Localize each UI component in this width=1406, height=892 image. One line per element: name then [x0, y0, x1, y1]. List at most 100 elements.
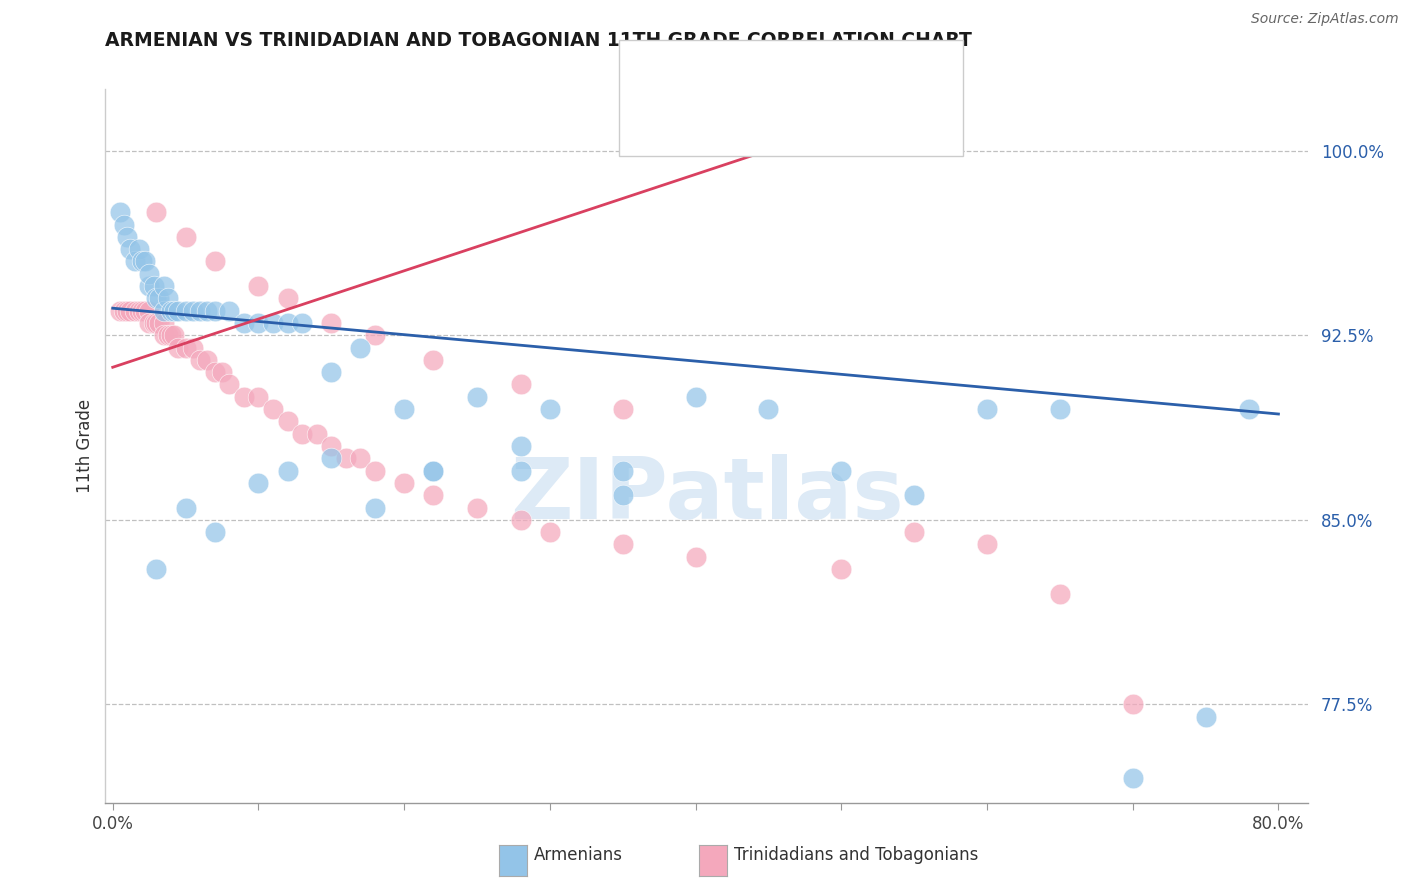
Point	[422, 464, 444, 478]
Point	[422, 464, 444, 478]
Point	[112, 218, 135, 232]
Point	[1049, 587, 1071, 601]
Point	[157, 328, 180, 343]
Text: 0.282: 0.282	[748, 115, 811, 133]
Text: N =: N =	[834, 64, 868, 82]
Text: ARMENIAN VS TRINIDADIAN AND TOBAGONIAN 11TH GRADE CORRELATION CHART: ARMENIAN VS TRINIDADIAN AND TOBAGONIAN 1…	[105, 31, 973, 50]
Point	[364, 328, 387, 343]
Point	[422, 352, 444, 367]
Point	[830, 562, 852, 576]
Point	[509, 439, 531, 453]
Point	[465, 500, 488, 515]
Point	[112, 303, 135, 318]
Point	[612, 488, 634, 502]
Point	[903, 525, 925, 540]
Point	[232, 390, 254, 404]
Text: Source: ZipAtlas.com: Source: ZipAtlas.com	[1251, 12, 1399, 26]
Point	[108, 205, 131, 219]
Point	[364, 464, 387, 478]
Point	[1122, 771, 1144, 785]
Point	[1049, 402, 1071, 417]
Point	[204, 303, 226, 318]
Point	[174, 230, 197, 244]
Point	[321, 439, 343, 453]
Point	[160, 328, 183, 343]
Y-axis label: 11th Grade: 11th Grade	[76, 399, 94, 493]
Point	[758, 402, 780, 417]
Point	[174, 341, 197, 355]
Point	[152, 279, 174, 293]
Point	[465, 390, 488, 404]
Text: ZIPatlas: ZIPatlas	[509, 454, 904, 538]
Point	[1239, 402, 1261, 417]
Point	[188, 352, 211, 367]
Point	[903, 488, 925, 502]
Point	[612, 464, 634, 478]
Point	[181, 341, 204, 355]
Point	[262, 402, 284, 417]
Text: R =: R =	[683, 115, 716, 133]
Point	[349, 341, 371, 355]
Point	[685, 390, 707, 404]
Point	[277, 291, 299, 305]
Text: N =: N =	[834, 115, 868, 133]
Point	[204, 525, 226, 540]
Point	[218, 377, 240, 392]
Point	[976, 537, 998, 551]
Point	[321, 365, 343, 379]
Text: -0.081: -0.081	[748, 64, 813, 82]
Point	[247, 390, 270, 404]
Bar	[634, 54, 666, 93]
Point	[247, 279, 270, 293]
Text: Armenians: Armenians	[534, 846, 623, 863]
Point	[509, 377, 531, 392]
Point	[128, 303, 150, 318]
Point	[117, 303, 139, 318]
Point	[305, 426, 328, 441]
Point	[134, 303, 156, 318]
Point	[364, 500, 387, 515]
Point	[142, 316, 165, 330]
Point	[167, 303, 190, 318]
Point	[138, 303, 160, 318]
Text: R =: R =	[683, 64, 716, 82]
Point	[160, 303, 183, 318]
Point	[509, 513, 531, 527]
Bar	[634, 104, 666, 143]
Point	[138, 316, 160, 330]
Point	[131, 254, 153, 268]
Text: Trinidadians and Tobagonians: Trinidadians and Tobagonians	[734, 846, 979, 863]
Point	[321, 451, 343, 466]
Point	[145, 562, 167, 576]
Point	[335, 451, 357, 466]
Point	[349, 451, 371, 466]
Point	[163, 328, 186, 343]
Point	[612, 537, 634, 551]
Point	[685, 549, 707, 564]
Point	[509, 464, 531, 478]
Point	[262, 316, 284, 330]
Point	[152, 303, 174, 318]
Point	[145, 316, 167, 330]
Point	[142, 279, 165, 293]
Point	[392, 475, 415, 490]
Point	[124, 303, 146, 318]
Point	[1194, 709, 1216, 723]
Point	[152, 328, 174, 343]
Text: 57: 57	[889, 64, 914, 82]
Point	[157, 291, 180, 305]
Point	[148, 316, 170, 330]
Point	[538, 402, 561, 417]
Point	[167, 341, 190, 355]
Point	[108, 303, 131, 318]
Point	[152, 316, 174, 330]
Point	[211, 365, 233, 379]
Point	[247, 475, 270, 490]
Point	[188, 303, 211, 318]
Point	[277, 464, 299, 478]
Point	[145, 205, 167, 219]
Point	[204, 254, 226, 268]
Point	[291, 426, 314, 441]
Point	[976, 402, 998, 417]
Point	[124, 254, 146, 268]
